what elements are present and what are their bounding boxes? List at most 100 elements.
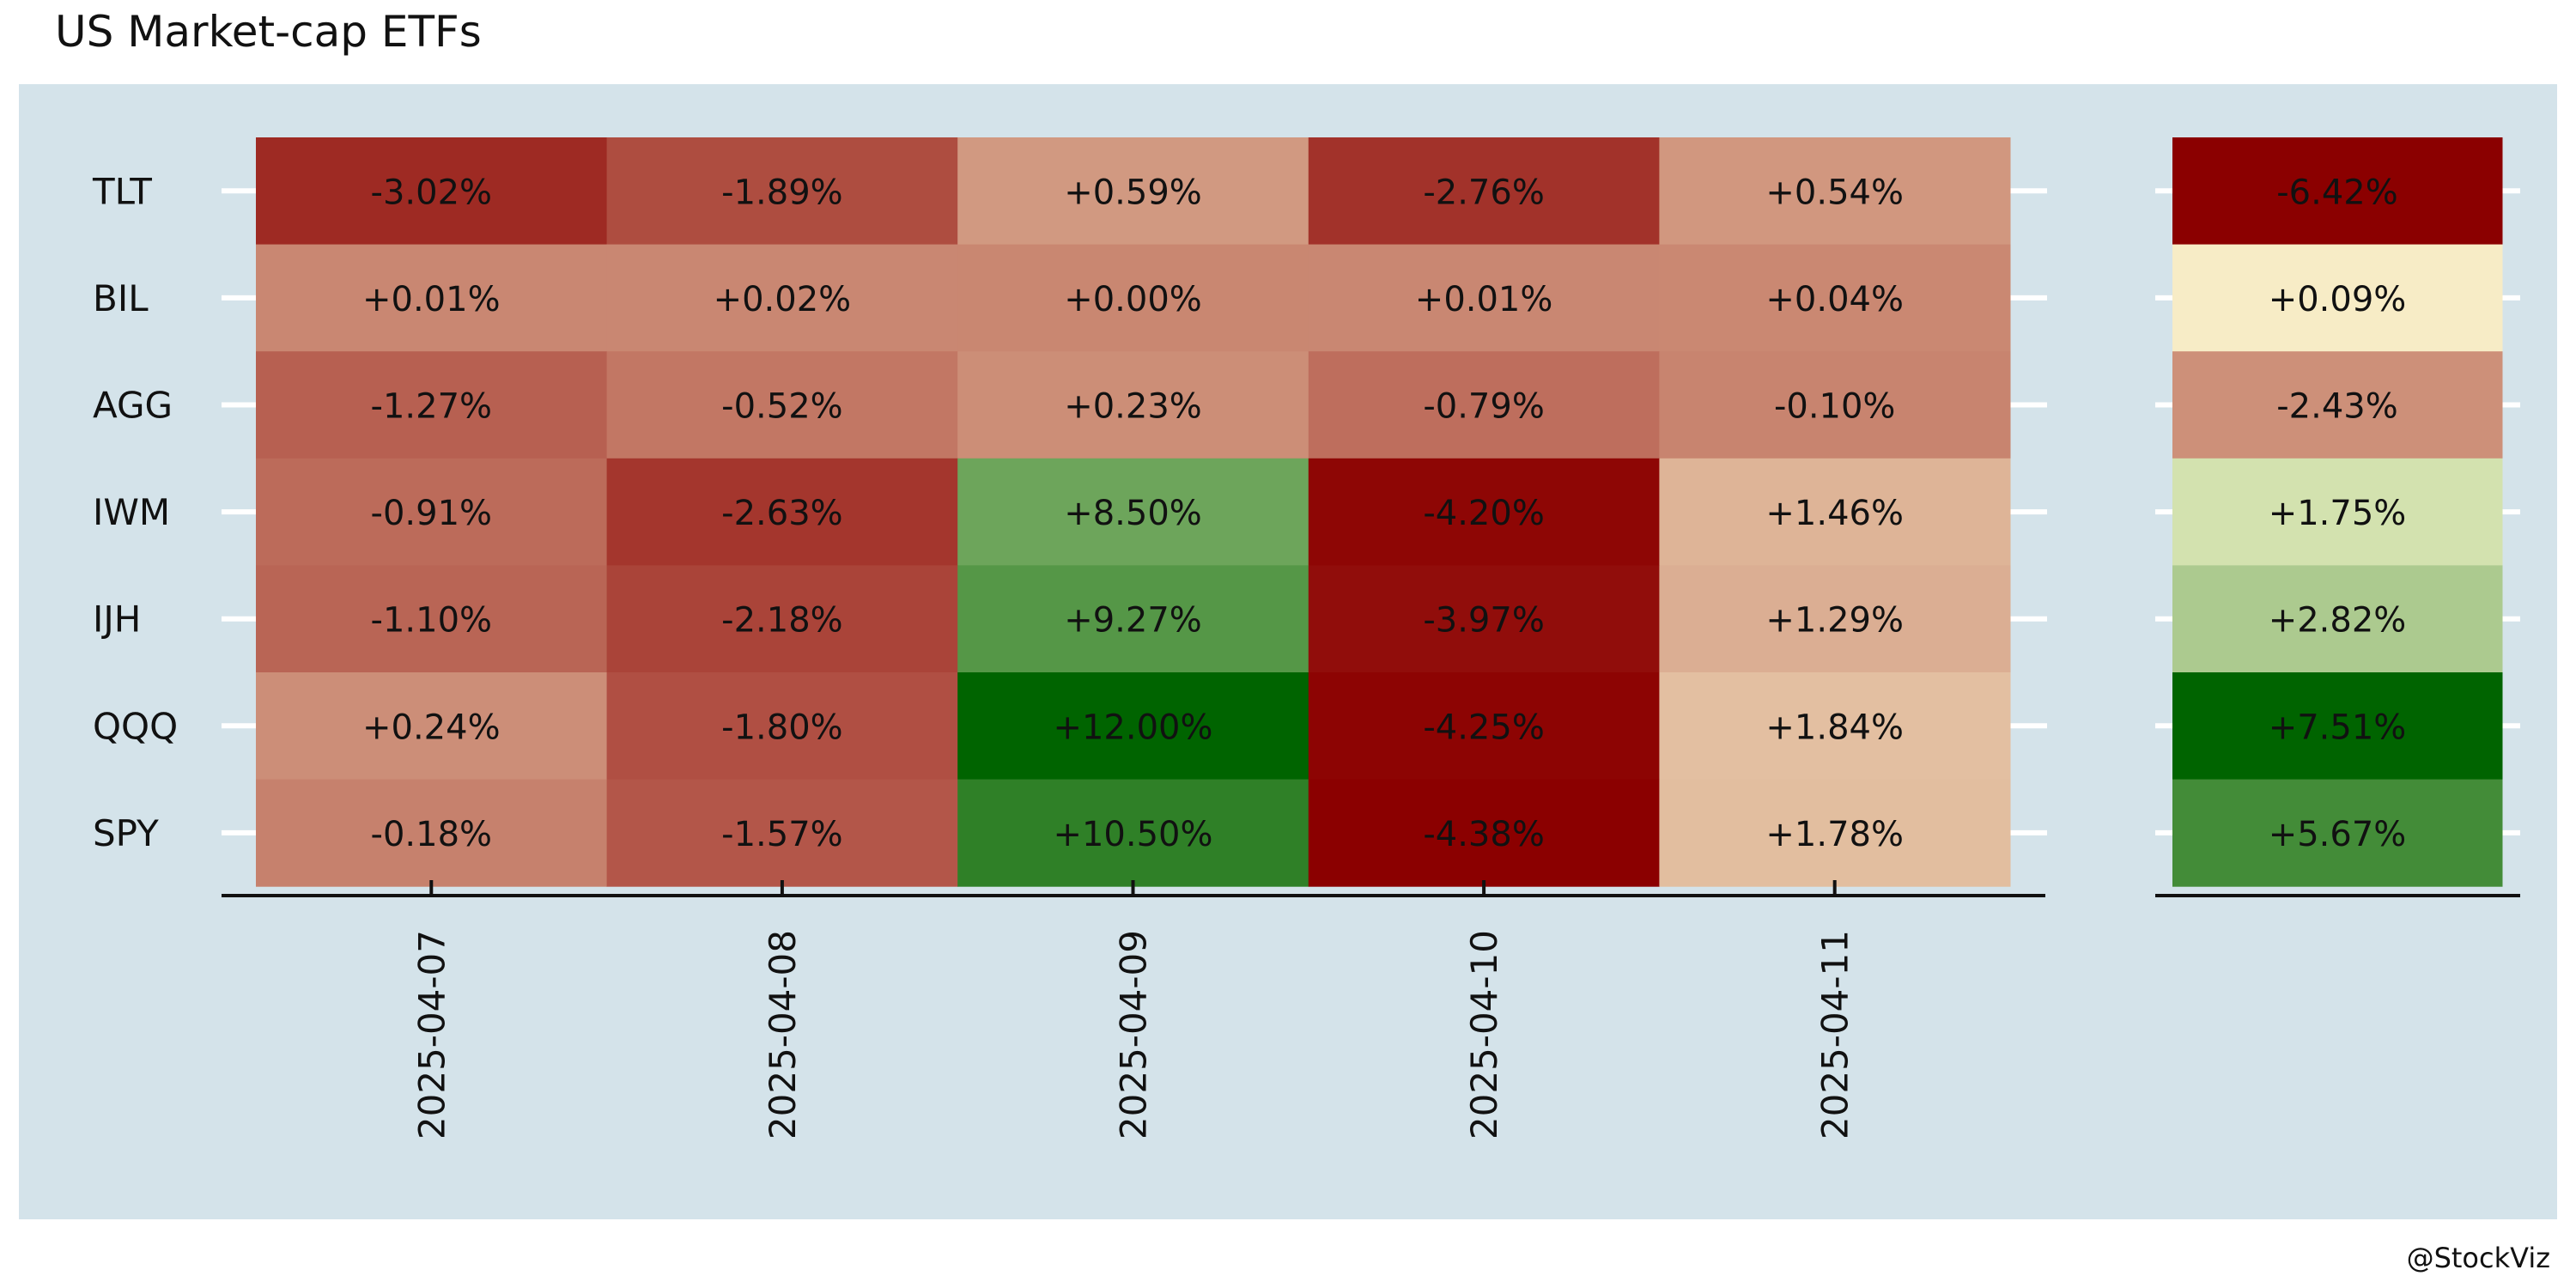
heatmap-cell [256,351,608,459]
x-tick-label: 2025-04-09 [1113,930,1155,1139]
cell-value-label: +12.00% [1053,708,1212,747]
heatmap-cell [606,351,958,459]
cell-value-label: -1.57% [721,815,843,854]
cell-value-label: +1.46% [1765,494,1904,533]
cell-value-label: -4.25% [1423,708,1545,747]
cell-value-label: +0.09% [2269,280,2407,319]
heatmap-cell [256,779,608,887]
cell-value-label: +8.50% [1064,494,1202,533]
cell-value-label: -2.18% [721,601,843,641]
cell-value-label: -4.38% [1423,815,1545,854]
heatmap-cell [1308,458,1660,566]
heatmap-cell [256,458,608,566]
heatmap-cell [2172,458,2503,566]
cell-value-label: +5.67% [2269,815,2407,854]
heatmap-cell [1659,244,2011,352]
cell-value-label: -0.10% [1774,387,1896,427]
credit-label: @StockViz [2406,1242,2550,1274]
cell-value-label: +1.75% [2269,494,2407,533]
heatmap-cell [256,672,608,781]
heatmap-cell [1308,779,1660,887]
cell-value-label: +7.51% [2269,708,2407,747]
heatmap-cell [1308,672,1660,781]
cell-value-label: +0.59% [1064,173,1202,212]
heatmap-cell [1308,244,1660,352]
heatmap-cell [1308,137,1660,246]
cell-value-label: -0.18% [371,815,493,854]
heatmap-cell [1308,351,1660,459]
heatmap-cell [2172,565,2503,673]
cell-value-label: +0.04% [1765,280,1904,319]
cell-value-label: +1.78% [1765,815,1904,854]
heatmap-cell [957,779,1309,887]
row-label-spy: SPY [93,812,159,854]
cell-value-label: +0.54% [1765,173,1904,212]
cell-value-label: +2.82% [2269,601,2407,641]
heatmap-cell [1659,565,2011,673]
heatmap-cell [606,458,958,566]
cell-value-label: -0.91% [371,494,493,533]
row-label-iwm: IWM [93,491,170,533]
heatmap-cell [957,672,1309,781]
cell-value-label: +0.00% [1064,280,1202,319]
heatmap-cell [957,565,1309,673]
heatmap-cell [606,244,958,352]
heatmap-cell [606,779,958,887]
row-label-qqq: QQQ [93,705,178,747]
heatmap-cell [957,458,1309,566]
row-label-ijh: IJH [93,598,141,641]
cell-value-label: +0.01% [362,280,501,319]
cell-value-label: +0.02% [714,280,852,319]
cell-value-label: +1.29% [1765,601,1904,641]
heatmap-cell [256,565,608,673]
row-label-tlt: TLT [92,170,152,212]
cell-value-label: -0.52% [721,387,843,427]
cell-value-label: -1.89% [721,173,843,212]
cell-value-label: -1.10% [371,601,493,641]
cell-value-label: -6.42% [2276,173,2398,212]
cell-value-label: +9.27% [1064,601,1202,641]
cell-value-label: -4.20% [1423,494,1545,533]
heatmap-cell [606,137,958,246]
heatmap-cell [1308,565,1660,673]
heatmap-cell [1659,351,2011,459]
heatmap-cell [2172,137,2503,246]
x-tick-label: 2025-04-07 [410,930,453,1139]
heatmap-cell [957,137,1309,246]
heatmap-cell [606,565,958,673]
heatmap-cell [1659,779,2011,887]
heatmap-cell [2172,351,2503,459]
cell-value-label: -1.80% [721,708,843,747]
heatmap-cell [256,244,608,352]
heatmap-cell [1659,672,2011,781]
cell-value-label: +1.84% [1765,708,1904,747]
cell-value-label: -2.63% [721,494,843,533]
x-tick-label: 2025-04-11 [1814,930,1856,1139]
heatmap-cell [2172,672,2503,781]
x-tick-label: 2025-04-08 [762,930,804,1139]
cell-value-label: +0.24% [362,708,501,747]
heatmap-cell [256,137,608,246]
x-tick-label: 2025-04-10 [1463,930,1505,1139]
heatmap-cell [2172,779,2503,887]
row-label-bil: BIL [93,277,149,319]
cell-value-label: -3.97% [1423,601,1545,641]
heatmap-cell [957,351,1309,459]
heatmap-panel-2: -6.42% +0.09% -2.43% +1.75% +2.82% +7.51% +5.6… [2155,137,2520,897]
cell-value-label: +0.23% [1064,387,1202,427]
cell-value-label: -0.79% [1423,387,1545,427]
heatmap-cell [2172,244,2503,352]
heatmap-cell [1659,137,2011,246]
heatmap-cell [606,672,958,781]
row-label-agg: AGG [93,385,173,427]
cell-value-label: -3.02% [371,173,493,212]
heatmap-cell [1659,458,2011,566]
cell-value-label: -2.43% [2276,387,2398,427]
chart-title: US Market-cap ETFs [55,7,482,57]
cell-value-label: +0.01% [1415,280,1553,319]
cell-value-label: -1.27% [371,387,493,427]
cell-value-label: +10.50% [1053,815,1212,854]
heatmap-cell [957,244,1309,352]
